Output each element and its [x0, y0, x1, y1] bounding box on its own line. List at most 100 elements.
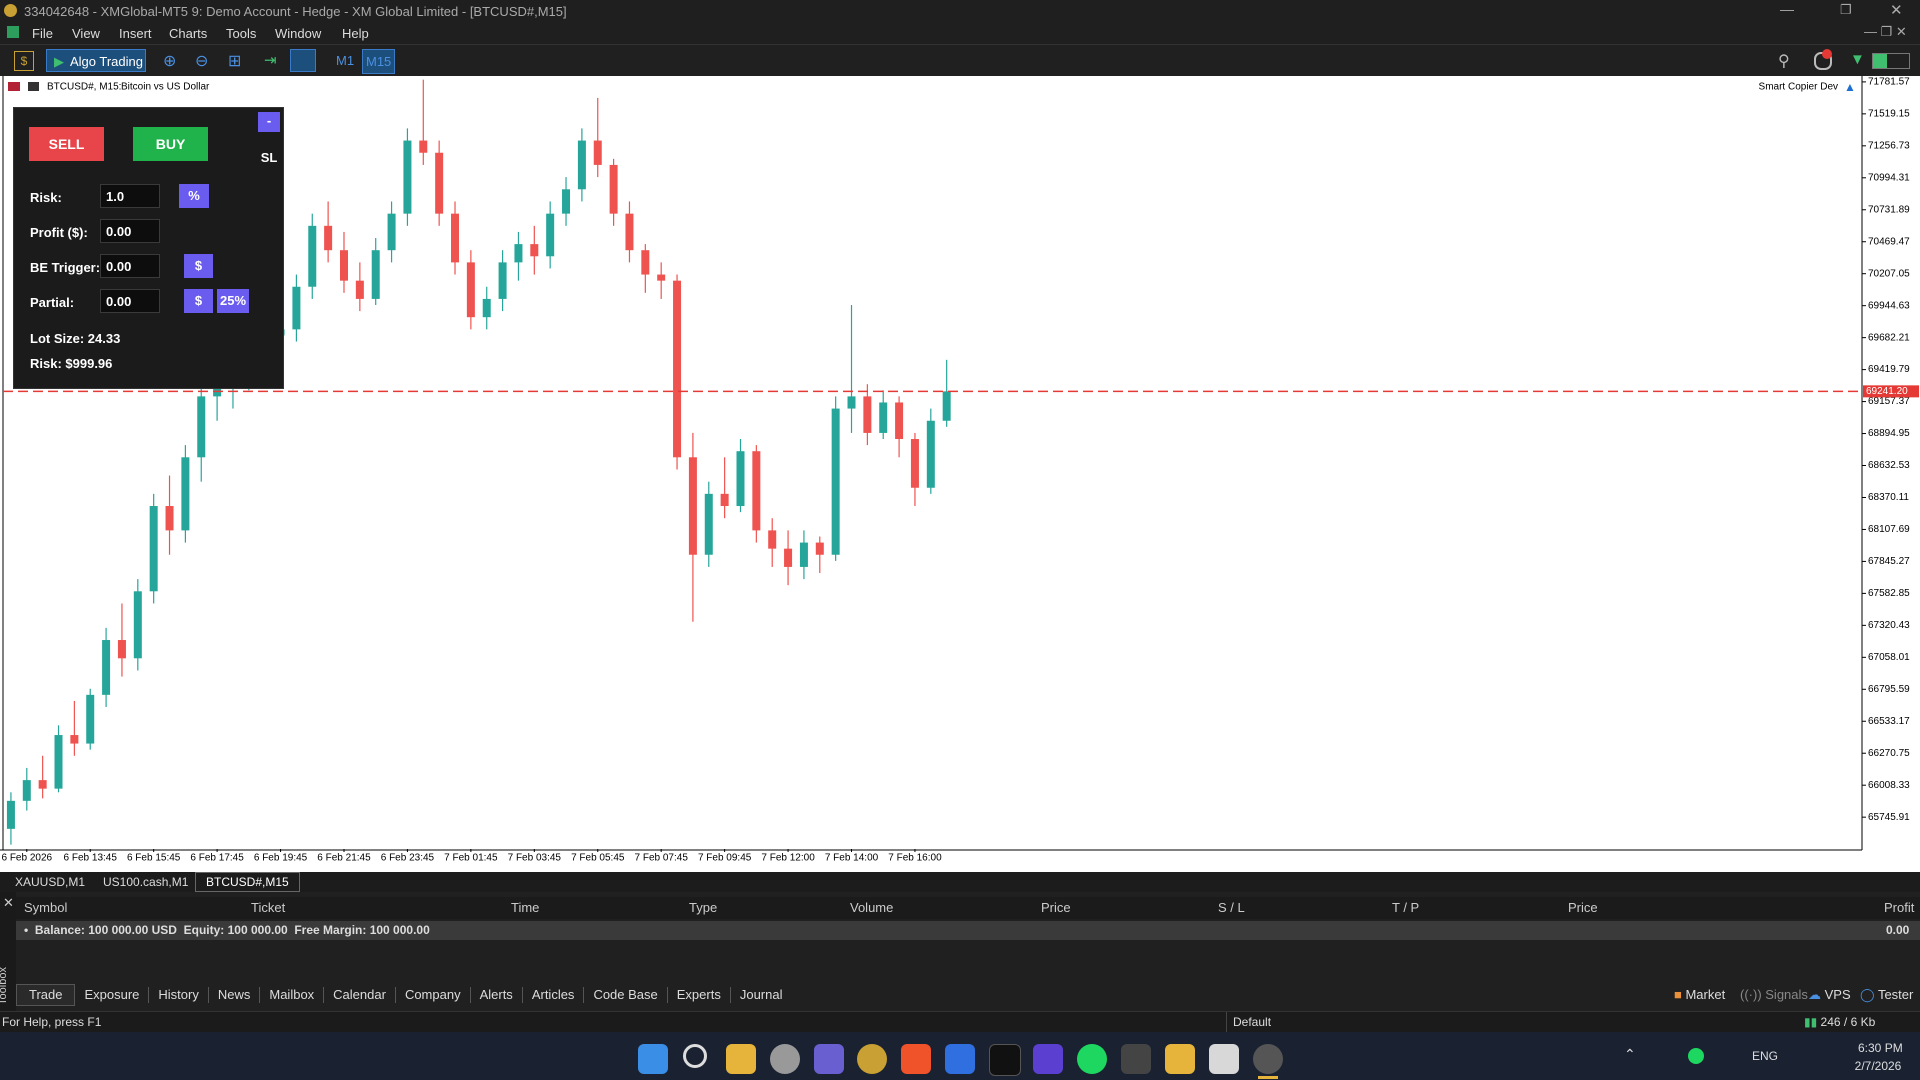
column-header[interactable]: S / L [1218, 900, 1245, 915]
menu-bar: File View Insert Charts Tools Window Hel… [0, 22, 1920, 44]
column-header[interactable]: Profit [1884, 900, 1915, 915]
buy-button[interactable]: BUY [133, 127, 208, 161]
timeframe-active[interactable]: M15 [362, 49, 396, 74]
zoom-out[interactable]: ⊖ [195, 53, 209, 70]
taskbar-app[interactable] [770, 1044, 800, 1074]
separator [1226, 1012, 1227, 1032]
tile-windows[interactable]: ⊞ [228, 53, 242, 70]
menu-item[interactable]: File [32, 26, 53, 41]
candle-body [387, 213, 396, 251]
y-tick-label: 66795.59 [1868, 684, 1910, 695]
column-header[interactable]: T / P [1392, 900, 1420, 915]
column-header[interactable]: Type [689, 900, 718, 915]
minimize[interactable]: — [1780, 1, 1794, 17]
autoscroll[interactable] [290, 49, 316, 72]
unit-toggle[interactable]: % [179, 184, 209, 208]
tab[interactable]: Mailbox [260, 987, 325, 1003]
tray-icon[interactable] [1688, 1048, 1704, 1064]
taskbar-app[interactable] [1209, 1044, 1239, 1074]
service-link[interactable]: ■ Market [1674, 987, 1726, 1002]
menu-item[interactable]: Window [275, 26, 322, 41]
search-button[interactable] [683, 1044, 707, 1068]
partial-input[interactable]: 0.00 [100, 289, 160, 313]
algo-trading-button[interactable]: ▶ Algo Trading [46, 49, 146, 72]
search[interactable]: ⚲ [1778, 53, 1790, 70]
y-tick-label: 71781.57 [1868, 77, 1910, 88]
tab[interactable]: Exposure [75, 987, 150, 1003]
column-header[interactable]: Volume [850, 900, 894, 915]
taskbar-app[interactable] [945, 1044, 975, 1074]
taskbar-app[interactable] [901, 1044, 931, 1074]
symbol-tab[interactable]: XAUUSD,M1 [15, 875, 86, 889]
child-window-buttons[interactable]: — ❐ ✕ [1864, 24, 1907, 39]
service-link[interactable]: ◯ Tester [1860, 987, 1914, 1002]
partial-percent[interactable]: 25% [217, 289, 249, 313]
chart-shift[interactable]: ⇥ [264, 52, 277, 69]
tab[interactable]: History [149, 987, 209, 1003]
tab[interactable]: Calendar [324, 987, 396, 1003]
tab[interactable]: Alerts [471, 987, 523, 1003]
taskbar-app-active[interactable] [1253, 1044, 1283, 1074]
tray-icons[interactable]: ⌃ [1624, 1046, 1636, 1062]
service-link[interactable]: ☁ VPS [1808, 987, 1851, 1002]
x-tick-label: 7 Feb 16:00 [888, 853, 942, 864]
timeframe[interactable]: M1 [336, 53, 355, 68]
clock-date[interactable]: 2/7/2026 [1854, 1059, 1902, 1073]
service-link[interactable]: ((·)) Signals [1740, 987, 1808, 1002]
taskbar-app[interactable] [1077, 1044, 1107, 1074]
clock-time[interactable]: 6:30 PM [1858, 1041, 1903, 1055]
menu-item[interactable]: Help [342, 26, 369, 41]
taskbar-app[interactable] [726, 1044, 756, 1074]
sl-toggle[interactable]: SL [260, 150, 278, 165]
menu-item[interactable]: Charts [169, 26, 208, 41]
field-label: Partial: [30, 295, 75, 310]
column-header[interactable]: Ticket [251, 900, 286, 915]
candle-body [562, 189, 571, 214]
maximize[interactable]: ❐ [1840, 2, 1852, 17]
menu-item[interactable]: Tools [226, 26, 257, 41]
service-label: Market [1685, 987, 1726, 1002]
taskbar-app[interactable] [857, 1044, 887, 1074]
be-trigger-input[interactable]: 0.00 [100, 254, 160, 278]
tab-active[interactable]: Trade [16, 984, 76, 1006]
column-header[interactable]: Time [511, 900, 540, 915]
active-indicator [1258, 1076, 1278, 1079]
unit-toggle[interactable]: $ [184, 289, 213, 313]
minimize-button[interactable]: - [258, 112, 280, 132]
tab[interactable]: Journal [739, 987, 783, 1002]
field-label: Risk: [30, 190, 62, 205]
zoom-in[interactable]: ⊕ [163, 53, 177, 70]
toolbox-close[interactable]: ✕ [3, 895, 14, 910]
candle-body [720, 493, 729, 507]
language[interactable]: ENG [1752, 1049, 1779, 1063]
window-title: 334042648 - XMGlobal-MT5 9: Demo Account… [24, 4, 567, 19]
tab[interactable]: Code Base [584, 987, 668, 1003]
close[interactable]: ✕ [1890, 2, 1903, 19]
taskbar-app[interactable] [1121, 1044, 1151, 1074]
menu-item[interactable]: View [72, 26, 100, 41]
column-header[interactable]: Price [1041, 900, 1071, 915]
account-icon[interactable]: ▼ [1850, 51, 1865, 68]
symbol-tab[interactable]: US100.cash,M1 [103, 875, 189, 889]
toolbar-icon[interactable]: $ [14, 51, 34, 71]
taskbar-app[interactable] [989, 1044, 1021, 1076]
risk-input[interactable]: 1.0 [100, 184, 160, 208]
y-tick-label: 67058.01 [1868, 652, 1910, 663]
flag-icon [8, 82, 20, 91]
taskbar-app[interactable] [1165, 1044, 1195, 1074]
taskbar-app[interactable] [814, 1044, 844, 1074]
profit-input[interactable]: 0.00 [100, 219, 160, 243]
start-button[interactable] [638, 1044, 668, 1074]
column-header[interactable]: Symbol [24, 900, 68, 915]
tab[interactable]: Company [396, 987, 471, 1003]
symbol-tab-active[interactable]: BTCUSD#,M15 [195, 872, 300, 892]
price-chart: BTCUSD#, M15: Bitcoin vs US Dollar Smart… [0, 76, 1920, 872]
tab[interactable]: News [209, 987, 261, 1003]
menu-item[interactable]: Insert [119, 26, 152, 41]
taskbar-app[interactable] [1033, 1044, 1063, 1074]
column-header[interactable]: Price [1568, 900, 1598, 915]
sell-button[interactable]: SELL [29, 127, 104, 161]
tab[interactable]: Experts [668, 987, 731, 1003]
tab[interactable]: Articles [523, 987, 585, 1003]
unit-toggle[interactable]: $ [184, 254, 213, 278]
